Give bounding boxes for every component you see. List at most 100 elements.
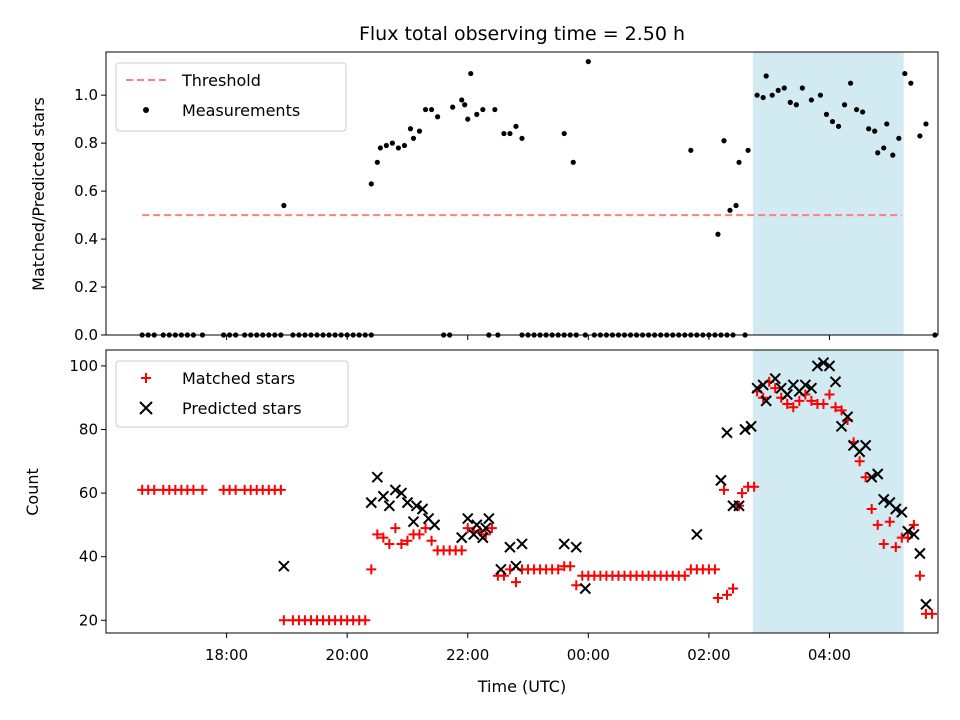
predicted-stars-point (859, 439, 872, 452)
matched-stars-point (553, 564, 564, 575)
top-y-tick-label: 0.2 (74, 278, 98, 296)
predicted-stars-point (278, 560, 290, 572)
matched-stars-point (486, 523, 497, 534)
matched-stars-point (420, 523, 431, 534)
top-y-tick-label: 0.4 (74, 230, 98, 248)
matched-stars-point (366, 564, 377, 575)
predicted-stars-point (389, 484, 402, 496)
matched-stars-point (884, 516, 895, 527)
predicted-stars-point (829, 376, 842, 388)
predicted-stars-point (739, 423, 751, 436)
measurement-point (501, 130, 507, 137)
matched-stars-point (926, 608, 937, 619)
predicted-stars-point (896, 506, 908, 518)
top-y-tick-label: 0.0 (74, 326, 98, 344)
top-y-axis: 0.0 0.2 0.4 0.6 0.8 1.0 (74, 86, 106, 344)
measurement-point (570, 159, 576, 165)
predicted-stars-point (751, 382, 763, 394)
predicted-stars-point (456, 531, 468, 544)
measurement-point (793, 102, 799, 108)
measurement-point (799, 85, 805, 91)
predicted-stars-point (480, 522, 492, 534)
matched-stars-point (824, 389, 835, 400)
predicted-stars-point (908, 528, 920, 541)
matched-stars-point (770, 383, 781, 394)
matched-stars-point (794, 395, 805, 406)
predicted-stars-point (757, 379, 769, 391)
matched-stars-point (718, 484, 729, 495)
matched-stars-point (721, 589, 732, 600)
measurement-point (835, 123, 842, 129)
legend-threshold-label: Threshold (181, 71, 261, 90)
measurement-point (383, 142, 389, 149)
bot-y-tick-label: 80 (79, 420, 98, 438)
matched-stars-point (565, 561, 576, 572)
x-tick-label: 20:00 (326, 646, 369, 664)
predicted-stars-point (817, 357, 830, 369)
bot-y-tick-label: 40 (79, 548, 98, 566)
matched-stars-point (510, 577, 521, 588)
predicted-stars-point (471, 519, 483, 531)
measurement-point (474, 111, 480, 117)
bottom-y-axis-title: Count (23, 468, 42, 516)
measurement-point (841, 102, 848, 108)
predicted-stars-point (395, 487, 408, 499)
measurement-point (374, 159, 380, 165)
predicted-stars-point (805, 382, 818, 394)
measurement-point (875, 150, 881, 156)
predicted-stars-point (483, 512, 495, 525)
measurement-point (519, 135, 525, 141)
measurement-point (754, 92, 760, 98)
bottom-legend-box (115, 360, 349, 428)
measurement-point (416, 128, 423, 134)
matched-stars-point (788, 402, 799, 413)
predicted-stars-point (579, 582, 592, 595)
matched-stars-point (709, 564, 720, 575)
measurement-point (760, 94, 766, 101)
measurement-point (769, 92, 775, 98)
measurement-point (872, 128, 878, 134)
predicted-stars-point (841, 411, 854, 423)
predicted-stars-point (377, 490, 390, 502)
matched-stars-point (390, 523, 401, 534)
predicted-stars-point (902, 525, 914, 537)
matched-stars-point (818, 399, 829, 410)
predicted-stars-point (691, 528, 703, 541)
top-panel: 0.0 0.2 0.4 0.6 0.8 1.0 Matched/Predicted sta… (29, 51, 939, 344)
measurement-point (462, 102, 468, 108)
bot-y-tick-label: 60 (79, 484, 98, 502)
predicted-stars-point (920, 598, 932, 611)
predicted-stars-point (914, 547, 926, 560)
predicted-stars-point (715, 474, 727, 487)
measurement-point (823, 111, 830, 117)
measurement-point (787, 99, 793, 105)
top-legend: Threshold Measurements (115, 62, 347, 132)
matched-stars-point (806, 395, 817, 406)
matched-stars-point (456, 545, 467, 556)
predicted-stars-point (878, 493, 890, 506)
measurement-point (890, 152, 896, 158)
matched-stars-point (571, 580, 582, 591)
measurement-point (908, 80, 914, 86)
predicted-stars-point (745, 420, 757, 433)
measurement-point (881, 145, 887, 151)
measurement-point (459, 97, 465, 103)
bottom-panel: 20 40 60 80 100 18:00 20:00 22:00 00:00 02:00 04:… (23, 349, 939, 696)
matched-stars-point (278, 615, 289, 626)
chart-title: Flux total observing time = 2.50 h (359, 23, 685, 45)
predicted-stars-point (733, 500, 745, 512)
predicted-stars-point (558, 538, 570, 550)
matched-stars-point (197, 484, 208, 495)
x-axis-title: Time (UTC) (477, 677, 566, 696)
predicted-stars-point (383, 500, 396, 512)
measurement-point (428, 106, 435, 113)
predicted-stars-point (428, 519, 441, 531)
top-highlight-span (752, 52, 904, 335)
top-y-tick-label: 1.0 (74, 86, 98, 104)
matched-stars-point (372, 529, 383, 540)
predicted-stars-point (570, 541, 582, 553)
matched-stars-point (188, 484, 199, 495)
predicted-stars-point (401, 496, 414, 509)
bottom-x-axis: 18:00 20:00 22:00 00:00 02:00 04:00 (205, 633, 851, 664)
measurement-point (763, 73, 769, 79)
